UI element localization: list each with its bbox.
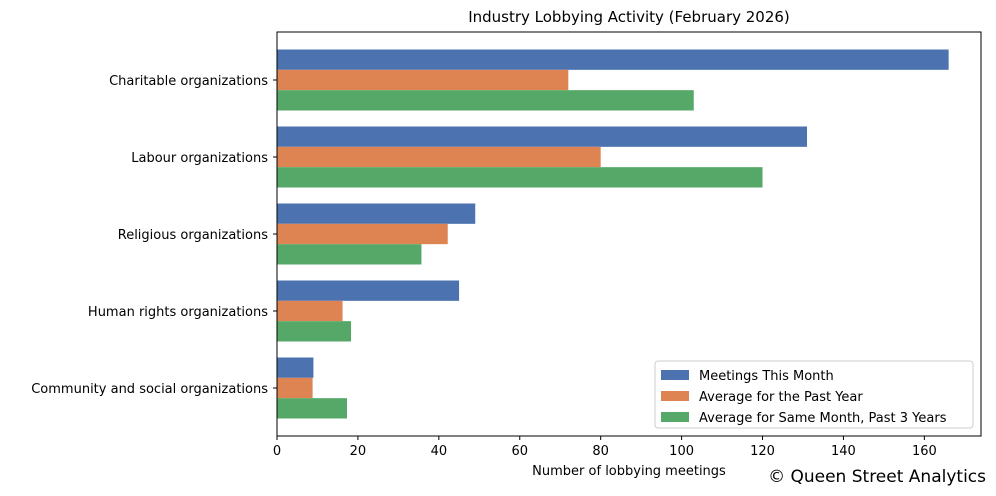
x-tick-label-80: 80 — [592, 444, 609, 459]
bar-community-and-social-organizations-average-for-the-past-year — [277, 377, 313, 399]
x-axis-label: Number of lobbying meetings — [532, 464, 726, 479]
watermark: © Queen Street Analytics — [768, 467, 986, 487]
bar-labour-organizations-average-for-the-past-year — [277, 146, 601, 168]
bar-human-rights-organizations-meetings-this-month — [277, 280, 460, 301]
bar-religious-organizations-meetings-this-month — [277, 203, 476, 224]
bar-labour-organizations-meetings-this-month — [277, 126, 808, 147]
bar-religious-organizations-average-for-the-past-year — [277, 223, 448, 245]
y-tick-label-human-rights-organizations: Human rights organizations — [88, 305, 268, 320]
legend-label-meetings-this-month: Meetings This Month — [699, 369, 834, 384]
y-tick-label-religious-organizations: Religious organizations — [118, 228, 268, 243]
bar-human-rights-organizations-average-for-same-month-past-3-years — [277, 321, 352, 342]
x-tick-label-60: 60 — [511, 444, 528, 459]
legend-label-average-for-same-month-past-3-years: Average for Same Month, Past 3 Years — [699, 411, 947, 426]
bar-charitable-organizations-average-for-the-past-year — [277, 69, 569, 91]
y-axis: Charitable organizations Labour organizat… — [31, 74, 277, 397]
x-tick-label-0: 0 — [273, 444, 281, 459]
y-tick-label-labour-organizations: Labour organizations — [131, 151, 268, 166]
legend-swatch-average-for-same-month-past-3-years — [661, 412, 689, 422]
legend-swatch-average-for-the-past-year — [661, 391, 689, 401]
x-tick-label-120: 120 — [750, 444, 775, 459]
legend: Meetings This Month Average for the Past … — [654, 360, 974, 429]
x-axis: 0 20 40 60 80 100 120 140 160 — [273, 436, 937, 459]
bar-labour-organizations-average-for-same-month-past-3-years — [277, 167, 763, 188]
x-tick-label-20: 20 — [350, 444, 367, 459]
bar-community-and-social-organizations-average-for-same-month-past-3-years — [277, 398, 347, 419]
x-tick-label-160: 160 — [912, 444, 937, 459]
legend-swatch-meetings-this-month — [661, 370, 689, 380]
bar-community-and-social-organizations-meetings-this-month — [277, 357, 314, 378]
legend-box — [654, 360, 974, 429]
x-tick-label-140: 140 — [831, 444, 856, 459]
bars-layer — [277, 49, 949, 419]
y-tick-label-community-and-social-organizations: Community and social organizations — [31, 382, 268, 397]
y-tick-label-charitable-organizations: Charitable organizations — [109, 74, 268, 89]
plot-frame — [276, 31, 982, 437]
chart-title: Industry Lobbying Activity (February 202… — [468, 8, 790, 26]
x-tick-label-40: 40 — [431, 444, 448, 459]
bar-charitable-organizations-average-for-same-month-past-3-years — [277, 90, 694, 111]
bar-charitable-organizations-meetings-this-month — [277, 49, 949, 70]
bar-religious-organizations-average-for-same-month-past-3-years — [277, 244, 422, 265]
x-tick-label-100: 100 — [669, 444, 694, 459]
legend-label-average-for-the-past-year: Average for the Past Year — [699, 390, 863, 405]
bar-human-rights-organizations-average-for-the-past-year — [277, 300, 343, 322]
